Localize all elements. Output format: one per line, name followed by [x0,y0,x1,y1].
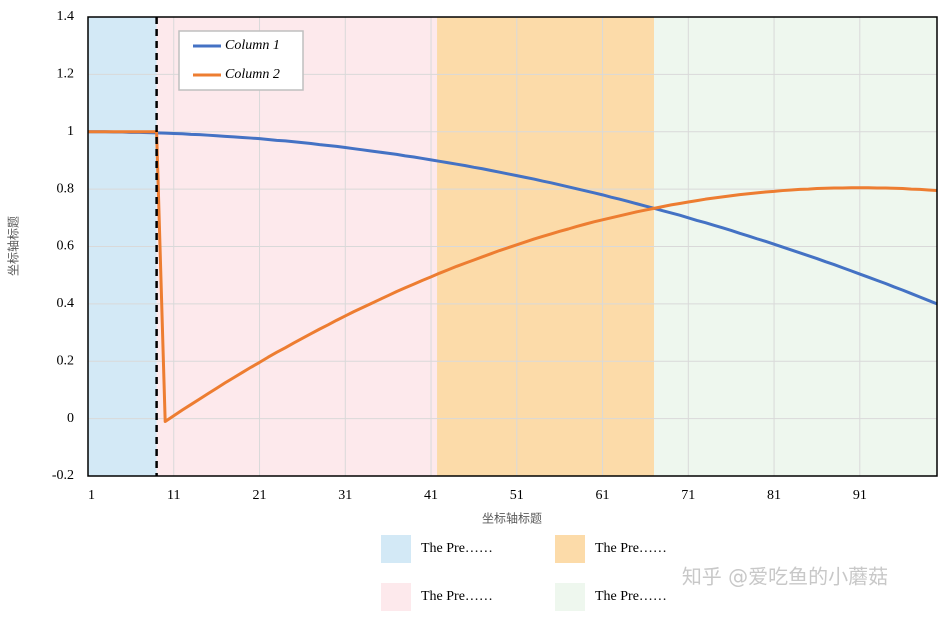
y-tick-label: 1.4 [57,9,75,24]
region-legend-label: The Pre…… [421,541,493,556]
data-line [88,130,938,306]
x-tick-label: 1 [88,488,95,503]
y-axis-title: 坐标轴标题 [6,216,21,276]
watermark: 知乎 @爱吃鱼的小蘑菇 [682,565,888,589]
region-legend-swatch [555,583,585,611]
region-legend-label: The Pre…… [421,589,493,604]
region-legend-label: The Pre…… [595,541,667,556]
y-tick-label: 0.6 [57,239,75,254]
region-legend-label: The Pre…… [595,589,667,604]
y-tick-label: 0.8 [57,181,75,196]
legend-label: Column 1 [225,38,280,53]
x-tick-label: 41 [424,488,438,503]
region-legend-swatch [381,583,411,611]
region-legend-swatch [381,535,411,563]
x-tick-label: 21 [253,488,267,503]
x-tick-label: 61 [596,488,610,503]
x-tick-label: 91 [853,488,867,503]
y-tick-label: -0.2 [52,468,74,483]
x-tick-label: 31 [338,488,352,503]
foreground-layer: -0.200.20.40.60.811.21.41 11 21 31 41 51 61 71 8… [52,9,938,611]
legend-label: Column 2 [225,67,280,82]
x-tick-label: 51 [510,488,524,503]
region-legend-swatch [555,535,585,563]
y-tick-label: 1 [67,124,74,139]
plot-border [87,16,938,477]
legend-box [178,30,304,91]
line-layer [88,130,938,423]
data-line [88,130,938,423]
y-tick-label: 0.4 [57,296,75,311]
y-tick-label: 0.2 [57,353,75,368]
x-tick-label: 81 [767,488,781,503]
y-tick-label: 0 [67,411,74,426]
x-tick-label: 11 [167,488,180,503]
y-tick-label: 1.2 [57,67,75,82]
x-tick-label: 71 [681,488,695,503]
x-axis-title: 坐标轴标题 [482,511,542,526]
